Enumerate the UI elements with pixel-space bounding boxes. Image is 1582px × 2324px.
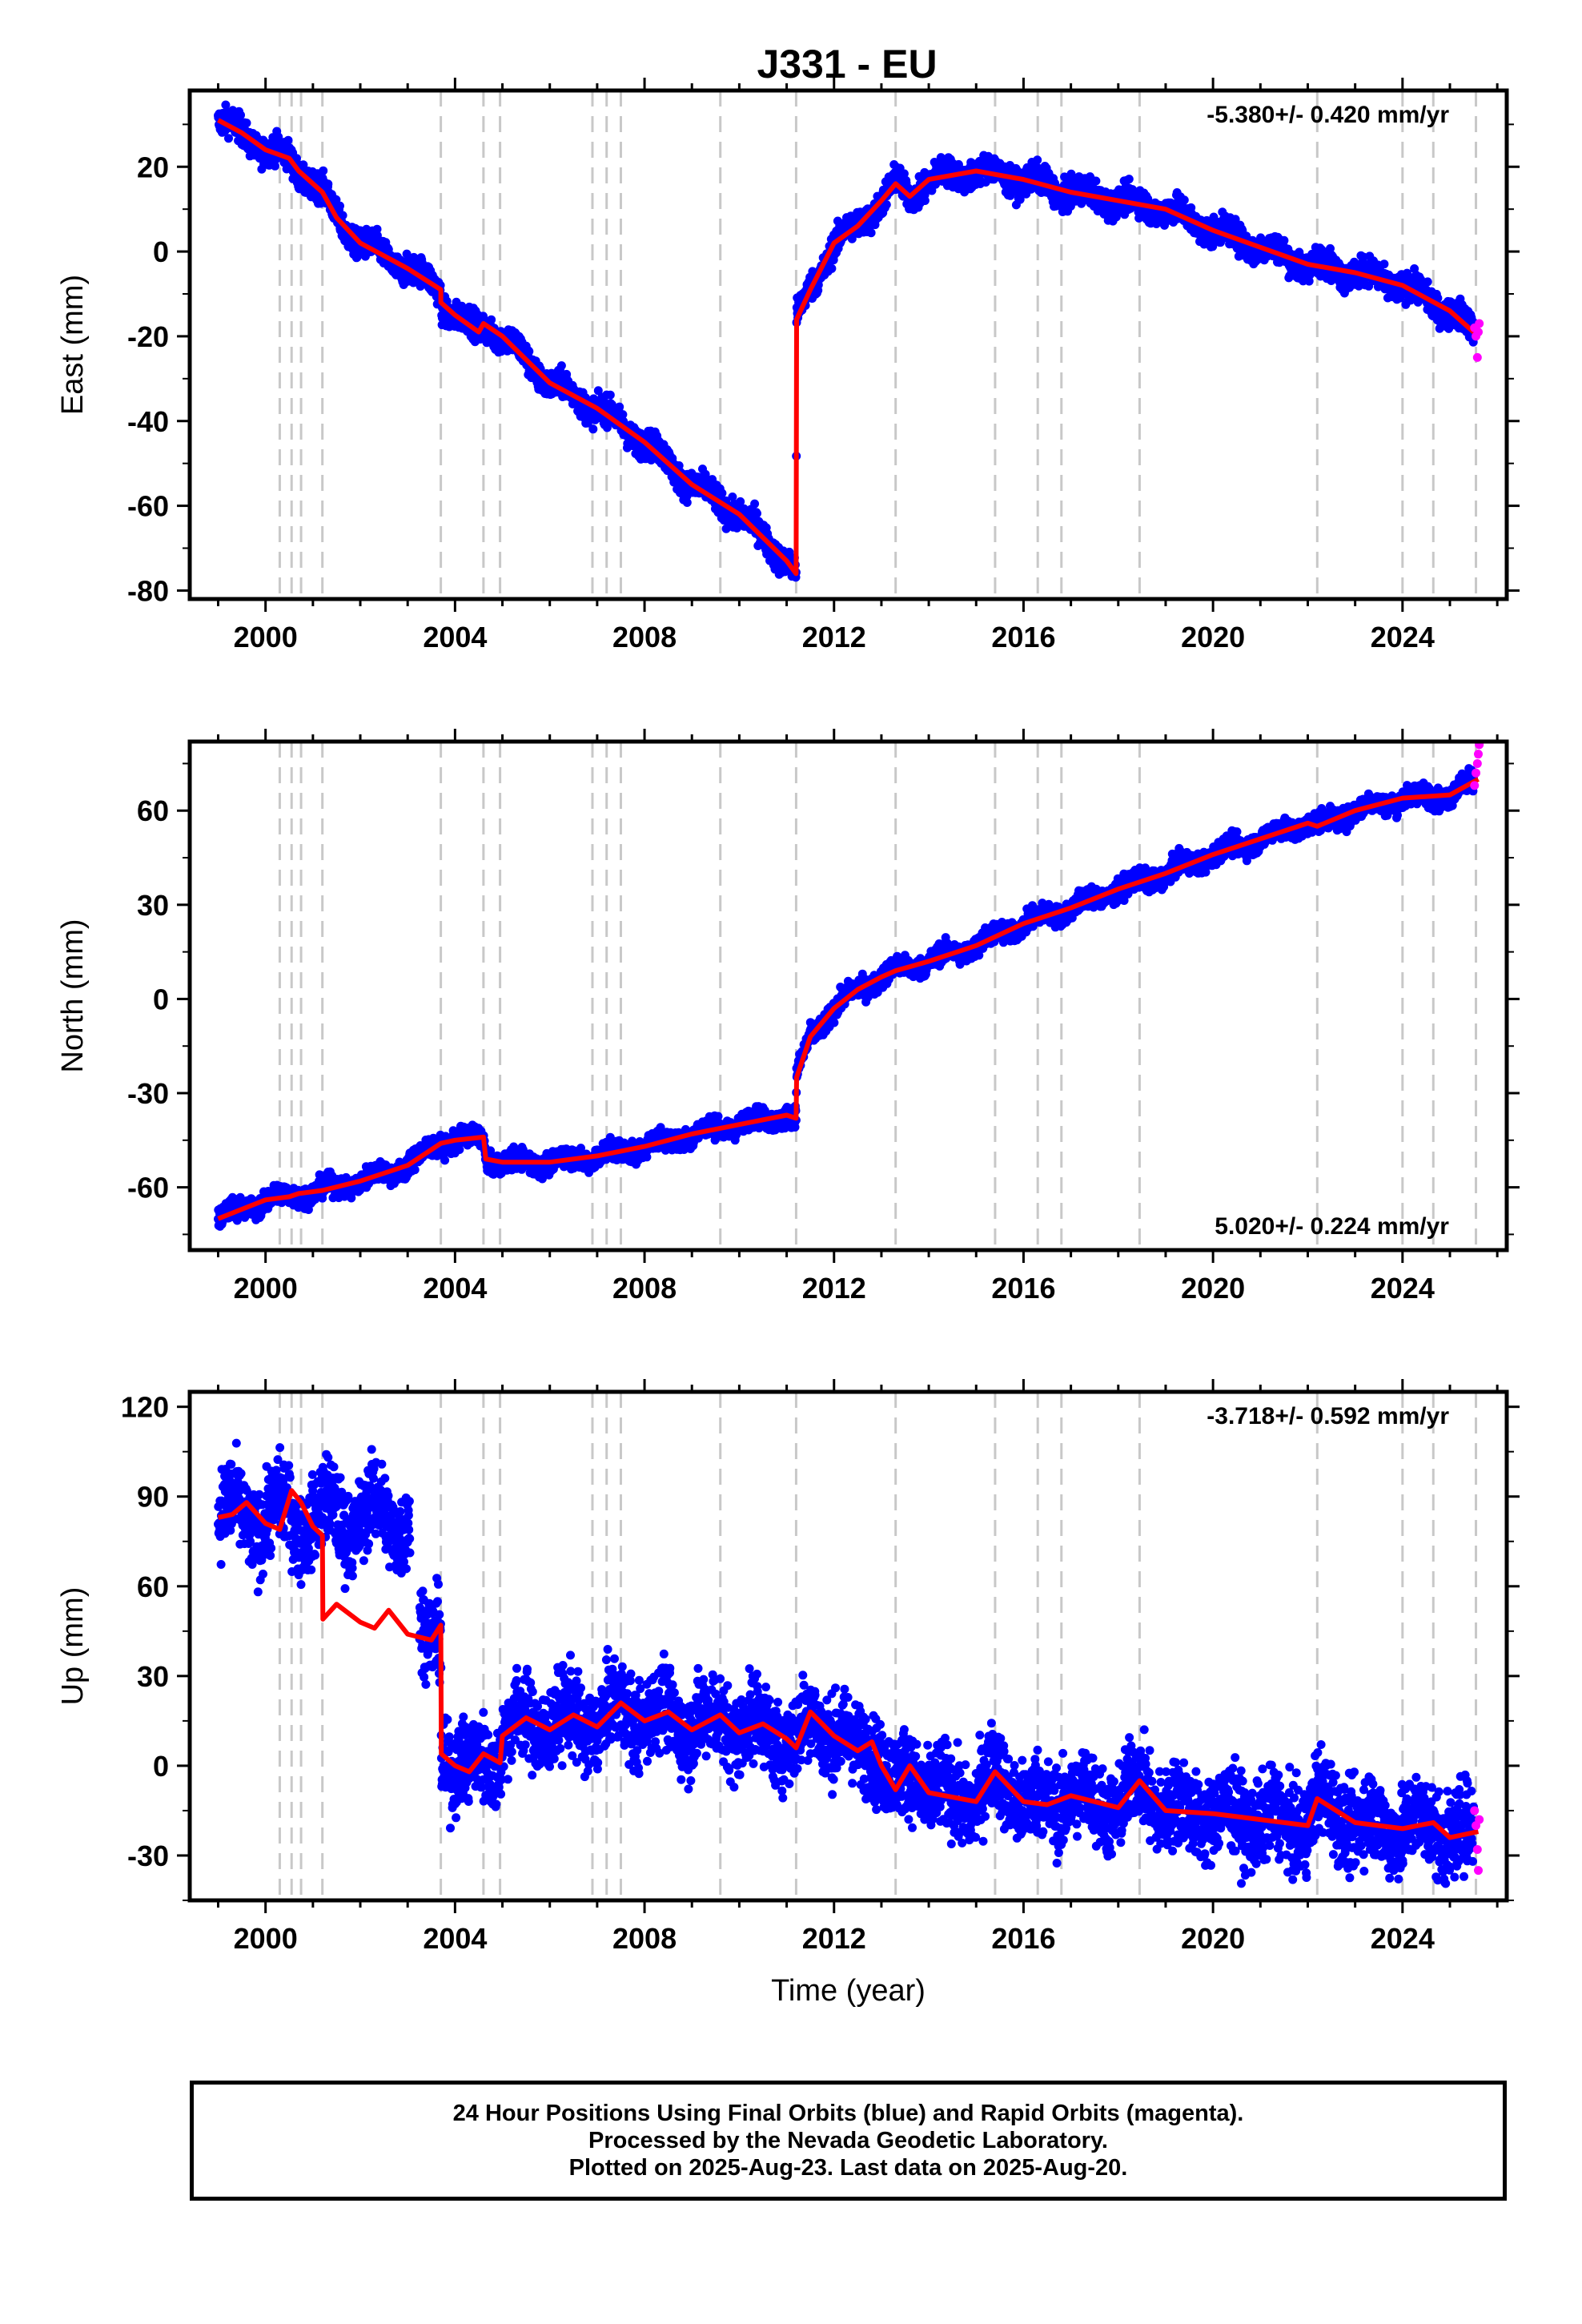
y-tick-label: -60	[127, 1172, 169, 1204]
y-axis-label: Up (mm)	[56, 1587, 90, 1706]
y-axis-label: North (mm)	[56, 919, 90, 1072]
y-tick-label: 0	[153, 1750, 169, 1783]
x-tick-label: 2004	[423, 1922, 487, 1955]
rate-label: -3.718+/- 0.592 mm/yr	[1207, 1403, 1449, 1429]
rapid-orbit-point	[1472, 352, 1482, 362]
x-tick-label: 2012	[802, 1922, 866, 1955]
x-tick-label: 2020	[1181, 1272, 1245, 1305]
plot-area	[214, 1392, 1484, 1900]
x-axis-label: Time (year)	[771, 1974, 926, 2008]
rapid-orbit-point	[1472, 1845, 1482, 1854]
plot-frame	[187, 739, 1509, 1252]
x-tick-label: 2008	[612, 1922, 677, 1955]
x-tick-label: 2004	[423, 621, 487, 653]
y-tick-label: 90	[137, 1481, 169, 1514]
y-tick-label: -40	[127, 405, 169, 438]
final-orbit-points	[214, 100, 1479, 582]
final-orbit-points	[214, 1438, 1479, 1888]
plot-area	[214, 90, 1484, 599]
x-tick-label: 2000	[234, 1922, 298, 1955]
y-tick-label: 120	[121, 1391, 169, 1424]
plot-frame	[187, 88, 1509, 601]
rapid-orbit-point	[1472, 758, 1482, 768]
rapid-orbit-point	[1475, 319, 1484, 328]
y-tick-label: -30	[127, 1839, 169, 1872]
x-tick-label: 2016	[991, 621, 1055, 653]
x-tick-label: 2024	[1371, 1922, 1435, 1955]
rate-label: 5.020+/- 0.224 mm/yr	[1215, 1213, 1449, 1240]
rapid-orbit-point	[1473, 328, 1483, 337]
y-axis-label: East (mm)	[56, 275, 90, 415]
x-tick-label: 2004	[423, 1272, 487, 1305]
rapid-orbit-point	[1473, 750, 1483, 759]
rapid-orbit-point	[1475, 1815, 1484, 1824]
y-tick-label: 0	[153, 983, 169, 1015]
x-tick-label: 2008	[612, 621, 677, 653]
model-fit-line	[217, 118, 1480, 577]
y-tick-label: 60	[137, 794, 169, 827]
x-tick-label: 2024	[1371, 621, 1435, 653]
x-tick-label: 2016	[991, 1922, 1055, 1955]
model-fit-line	[217, 1488, 1480, 1840]
panel-2: 2000 2004 2008 2012 2016 2020 2024 -30 0 30 60 90 12…	[56, 1379, 1520, 2008]
x-tick-label: 2012	[802, 621, 866, 653]
footer-caption: 24 Hour Positions Using Final Orbits (bl…	[190, 2081, 1507, 2201]
y-tick-label: 60	[137, 1570, 169, 1603]
x-tick-label: 2020	[1181, 621, 1245, 653]
rapid-orbit-point	[1470, 1806, 1480, 1815]
rapid-orbit-point	[1473, 1866, 1483, 1876]
plot-area	[214, 742, 1484, 1250]
panel-0: 2000 2004 2008 2012 2016 2020 2024 -80 -60 -40 -20…	[56, 78, 1520, 653]
y-tick-label: -30	[127, 1077, 169, 1110]
y-tick-label: -60	[127, 490, 169, 523]
x-tick-label: 2008	[612, 1272, 677, 1305]
plot-frame	[187, 1389, 1509, 1903]
x-tick-label: 2012	[802, 1272, 866, 1305]
x-tick-label: 2024	[1371, 1272, 1435, 1305]
rapid-orbit-point	[1472, 768, 1481, 778]
chart-title: J331 - EU	[757, 42, 937, 86]
y-tick-label: 0	[153, 235, 169, 268]
y-tick-label: -80	[127, 574, 169, 607]
x-tick-label: 2016	[991, 1272, 1055, 1305]
y-tick-label: -20	[127, 320, 169, 353]
footer-line-2: Processed by the Nevada Geodetic Laborat…	[588, 2128, 1108, 2153]
x-tick-label: 2000	[234, 1272, 298, 1305]
rate-label: -5.380+/- 0.420 mm/yr	[1207, 102, 1449, 128]
y-tick-label: 30	[137, 1660, 169, 1693]
y-tick-label: 20	[137, 151, 169, 183]
rapid-orbit-point	[1470, 781, 1480, 790]
model-fit-line	[217, 777, 1480, 1221]
panel-1: 2000 2004 2008 2012 2016 2020 2024 -60 -30 0 30 60 N…	[56, 729, 1520, 1305]
x-tick-label: 2000	[234, 621, 298, 653]
x-tick-label: 2020	[1181, 1922, 1245, 1955]
footer-line-3: Plotted on 2025-Aug-23. Last data on 202…	[568, 2155, 1128, 2181]
footer-line-1: 24 Hour Positions Using Final Orbits (bl…	[452, 2101, 1244, 2126]
y-tick-label: 30	[137, 889, 169, 922]
